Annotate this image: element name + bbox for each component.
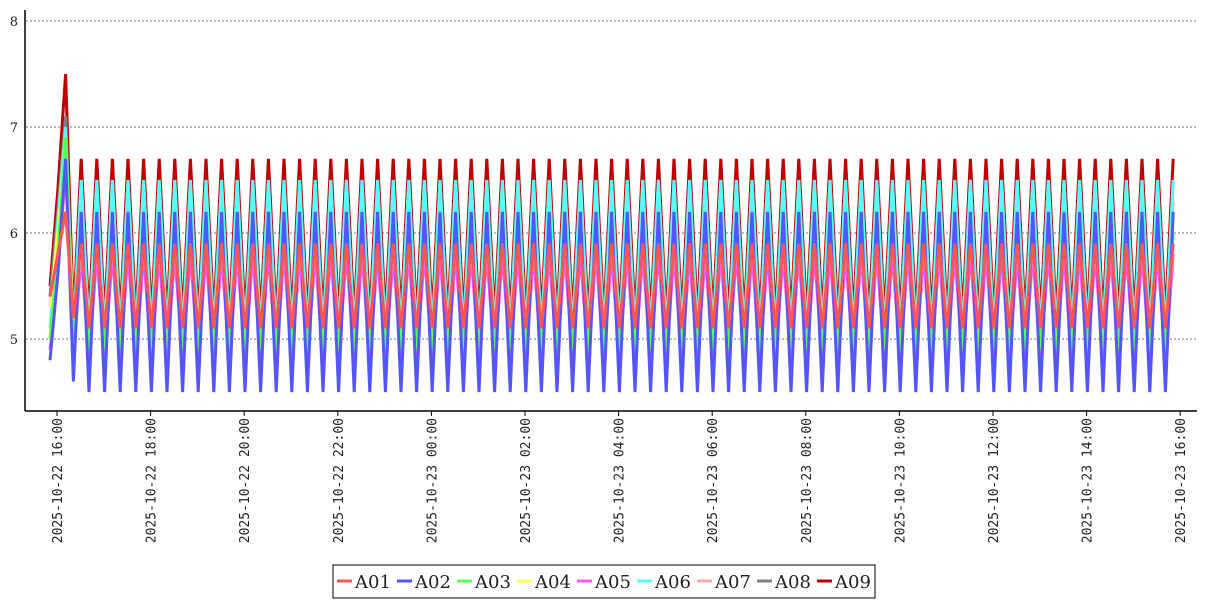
series-line-a06 <box>48 126 1175 340</box>
y-tick-label: 7 <box>10 121 18 136</box>
x-tick-label: 2025-10-23 16:00 <box>1174 418 1189 543</box>
legend-label: A04 <box>534 572 571 593</box>
y-tick-label: 5 <box>10 333 18 348</box>
x-tick-label: 2025-10-23 06:00 <box>706 418 721 543</box>
y-tick-label: 8 <box>10 15 18 30</box>
legend-label: A05 <box>594 572 631 593</box>
x-tick-label: 2025-10-23 04:00 <box>613 418 628 543</box>
legend-label: A09 <box>834 572 871 593</box>
legend-label: A08 <box>774 572 811 593</box>
legend-label: A07 <box>714 572 751 593</box>
series-line-a01 <box>48 211 1175 329</box>
x-tick-label: 2025-10-23 08:00 <box>800 418 815 543</box>
y-tick-label: 6 <box>10 227 18 242</box>
y-tick-labels: 5 6 7 8 <box>10 15 18 348</box>
series-lines <box>48 73 1175 393</box>
series-line-a02 <box>48 158 1175 393</box>
x-tick-label: 2025-10-23 14:00 <box>1081 418 1096 543</box>
x-tick-label: 2025-10-23 12:00 <box>987 418 1002 543</box>
x-tick-label: 2025-10-23 10:00 <box>893 418 908 543</box>
legend-label: A01 <box>354 572 391 593</box>
series-line-a09 <box>48 73 1175 318</box>
x-tick-label: 2025-10-22 18:00 <box>145 418 160 543</box>
legend-label: A03 <box>474 572 511 593</box>
x-tick-labels: 2025-10-22 16:00 2025-10-22 18:00 2025-10-… <box>51 411 1189 543</box>
legend-label: A06 <box>654 572 691 593</box>
legend: A01 A02 A03 A04 A05 A06 A07 A08 A09 <box>332 564 876 599</box>
x-tick-label: 2025-10-23 02:00 <box>519 418 534 543</box>
x-tick-label: 2025-10-22 22:00 <box>332 418 347 543</box>
x-tick-label: 2025-10-22 20:00 <box>238 418 253 543</box>
x-tick-label: 2025-10-22 16:00 <box>51 418 66 543</box>
legend-label: A02 <box>414 572 451 593</box>
x-tick-label: 2025-10-23 00:00 <box>425 418 440 543</box>
